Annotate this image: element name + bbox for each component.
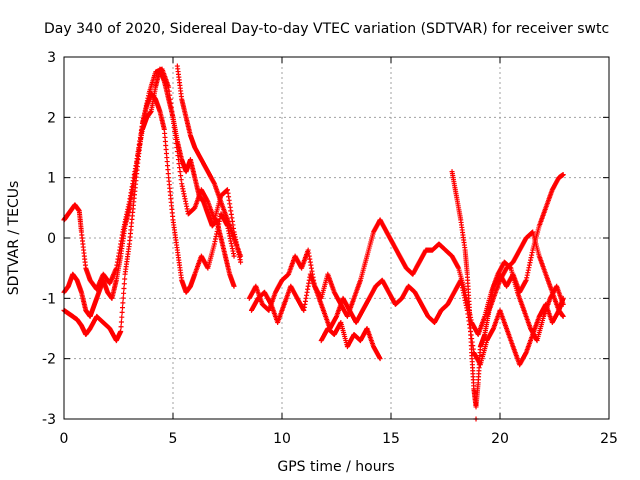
plus-marker [118,324,124,330]
plus-marker [121,286,127,292]
y-tick-label: -1 [42,291,56,307]
plus-marker [118,329,124,335]
plus-marker [119,305,125,311]
y-tick-label: -2 [42,352,56,368]
x-tick-label: 20 [491,431,509,447]
y-tick-label: 2 [47,110,56,126]
x-tick-label: 10 [273,431,291,447]
series-track-3 [61,66,237,319]
series-track-8 [449,169,566,410]
plus-marker [118,319,124,325]
y-axis-label: SDTVAR / TECUs [6,181,22,296]
x-tick-label: 15 [382,431,400,447]
plus-marker [238,259,244,265]
plus-marker [120,295,126,301]
y-tick-label: 1 [47,171,56,187]
plus-marker [120,300,126,306]
plus-marker [119,314,125,320]
series-track-7 [318,319,383,362]
plus-marker [238,253,244,259]
series-track-4 [174,63,244,259]
chart-title: Day 340 of 2020, Sidereal Day-to-day VTE… [44,21,609,37]
x-tick-label: 0 [60,431,69,447]
plus-marker [231,283,237,289]
y-tick-label: -3 [42,412,56,428]
data-marks [61,63,566,422]
y-tick-label: 0 [47,231,56,247]
y-tick-label: 3 [47,50,56,66]
plus-marker [119,309,125,315]
plus-marker [121,290,127,296]
x-tick-label: 25 [600,431,618,447]
series-track-2 [61,66,244,292]
plus-marker [121,281,127,287]
series-track-5 [246,217,566,344]
plus-marker [122,276,128,282]
x-axis-label: GPS time / hours [277,459,394,475]
plus-marker [231,253,237,259]
x-tick-label: 5 [169,431,178,447]
